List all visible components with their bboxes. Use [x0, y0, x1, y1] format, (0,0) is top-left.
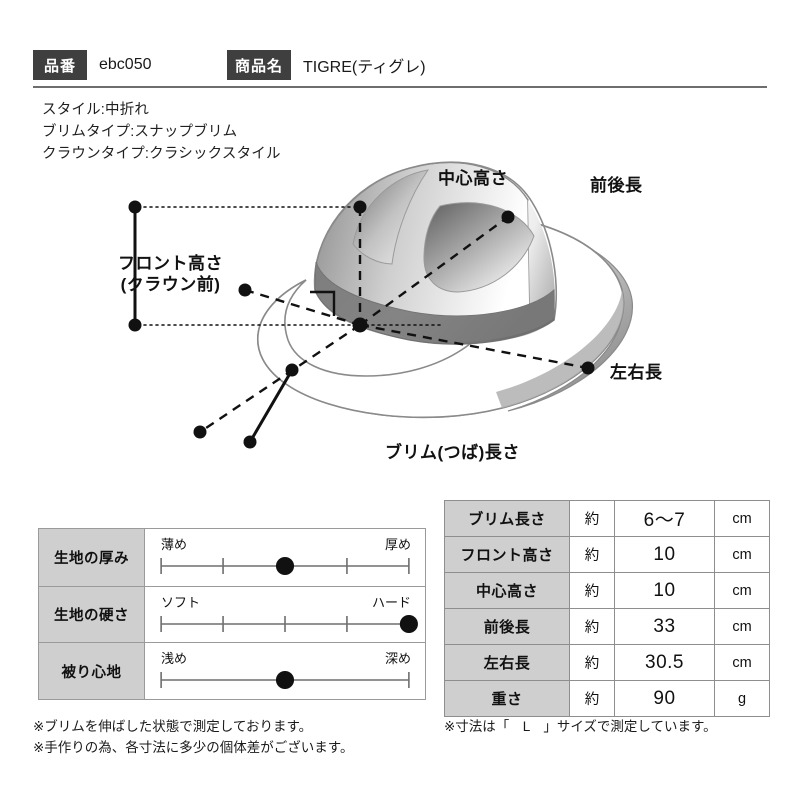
table-row: ブリム長さ約 6〜7 cm [444, 500, 770, 537]
rating-scale[interactable]: 薄め 厚め [145, 529, 425, 586]
measurement-name: フロント高さ [444, 536, 570, 573]
rating-high-label: 深め [384, 651, 411, 667]
measurement-name: 重さ [444, 680, 570, 717]
rating-low-label: 浅め [161, 651, 188, 667]
measurement-name: ブリム長さ [444, 500, 570, 537]
product-name-label: 商品名 [227, 50, 292, 80]
measurement-name: 中心高さ [444, 572, 570, 609]
rating-track [160, 614, 418, 633]
measurement-unit: cm [714, 572, 770, 609]
table-row: 重さ約 90 g [444, 680, 770, 717]
rating-low-label: 薄め [161, 537, 188, 552]
rating-marker [275, 671, 295, 690]
rating-high-label: 厚め [384, 537, 411, 552]
measurement-approx: 約 [569, 608, 615, 645]
product-header-row: 品番 ebc050 商品名 TIGRE(ティグレ) [33, 50, 767, 80]
measurement-unit: g [714, 680, 770, 717]
measurement-approx: 約 [569, 680, 615, 717]
notes-left: ※ブリムを伸ばした状態で測定しております。 ※手作りの為、各寸法に多少の個体差が… [33, 716, 353, 758]
rating-high-label: ハード [371, 594, 411, 610]
style-info-list: スタイル:中折れ ブリムタイプ:スナップブリム クラウンタイプ:クラシックスタイ… [42, 99, 281, 165]
note-left-2: ※手作りの為、各寸法に多少の個体差がございます。 [33, 740, 354, 755]
diagram-label-center-height: 中心高さ [438, 169, 508, 188]
product-code-value: ebc050 [99, 56, 152, 73]
note-left-1: ※ブリムを伸ばした状態で測定しております。 [33, 719, 313, 734]
rating-row: 生地の硬さ ソフト ハード [39, 585, 425, 643]
measurement-unit: cm [714, 608, 770, 645]
measurement-value: 6〜7 [614, 500, 715, 537]
diagram-label-front-back: 前後長 [590, 176, 643, 195]
rating-row-label: 被り心地 [39, 643, 145, 699]
measurement-unit: cm [714, 536, 770, 573]
table-row: 中心高さ約 10 cm [444, 572, 770, 609]
measurement-table: ブリム長さ約 6〜7 cm フロント高さ約 10 cm 中心高さ約 10 cm 前後長約 33 cm 左… [444, 500, 770, 717]
product-name-value: TIGRE(ティグレ) [303, 59, 426, 76]
measurement-value: 10 [614, 536, 715, 573]
measurement-unit: cm [714, 644, 770, 681]
measurement-value: 90 [614, 680, 715, 717]
rating-row: 生地の厚み 薄め 厚め [39, 529, 425, 586]
table-row: 左右長約 30.5 cm [444, 644, 770, 681]
style-info-brim-type: ブリムタイプ:スナップブリム [42, 124, 238, 140]
header-divider [33, 86, 767, 88]
rating-scale[interactable]: 浅め 深め [145, 643, 425, 699]
diagram-label-left-right: 左右長 [610, 363, 663, 382]
rating-track [160, 557, 410, 575]
measurement-name: 前後長 [444, 608, 570, 645]
rating-low-label: ソフト [161, 594, 201, 610]
measurement-value: 10 [614, 572, 715, 609]
table-row: フロント高さ約 10 cm [444, 536, 770, 573]
measurement-approx: 約 [569, 572, 615, 609]
note-right-1: ※寸法は「 L 」サイズで測定しています。 [444, 719, 717, 734]
table-row: 前後長約 33 cm [444, 608, 770, 645]
diagram-label-front-height-line1: フロント高さ [118, 254, 223, 273]
rating-row: 被り心地 浅め 深め [39, 642, 425, 699]
feel-rating-panel: 生地の厚み 薄め 厚め生地の硬さ ソフト ハード被り心地 浅め 深め [38, 528, 426, 700]
hat-measurement-diagram: 中心高さ 前後長 左右長 ブリム(つば)長さ フロント高さ (クラウン前) [110, 140, 690, 485]
diagram-label-front-height-line2: (クラウン前) [120, 275, 221, 294]
rating-marker [275, 557, 295, 575]
notes-right: ※寸法は「 L 」サイズで測定しています。 [444, 716, 717, 737]
measurement-name: 左右長 [444, 644, 570, 681]
rating-track [160, 671, 410, 690]
measurement-value: 30.5 [614, 644, 715, 681]
style-info-style: スタイル:中折れ [42, 102, 150, 118]
measurement-approx: 約 [569, 536, 615, 573]
measurement-approx: 約 [569, 644, 615, 681]
style-info-crown-type: クラウンタイプ:クラシックスタイル [42, 146, 281, 162]
diagram-label-brim-length: ブリム(つば)長さ [385, 443, 520, 462]
rating-marker [399, 614, 418, 633]
measurement-approx: 約 [569, 500, 615, 537]
measurement-unit: cm [714, 500, 770, 537]
rating-row-label: 生地の厚み [39, 529, 145, 586]
measurement-value: 33 [614, 608, 715, 645]
product-code-label: 品番 [33, 50, 87, 80]
diagram-label-front-height: フロント高さ (クラウン前) [118, 253, 223, 295]
rating-row-label: 生地の硬さ [39, 586, 145, 643]
rating-scale[interactable]: ソフト ハード [145, 587, 425, 643]
product-header: 品番 ebc050 商品名 TIGRE(ティグレ) [33, 50, 767, 88]
